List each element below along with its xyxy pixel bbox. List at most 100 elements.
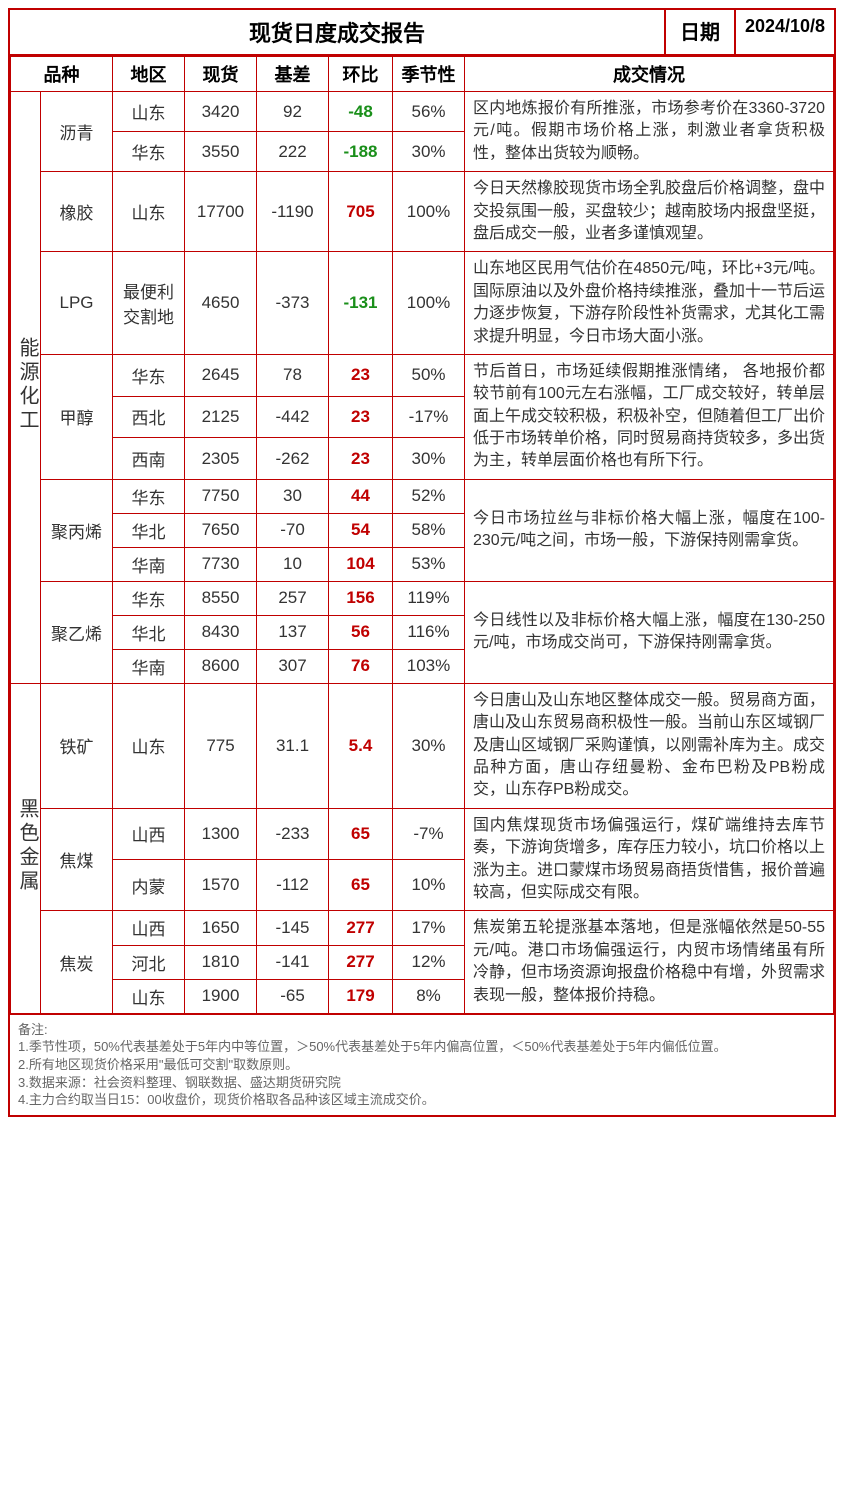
region-cell: 山东 xyxy=(113,92,185,132)
spot-cell: 1900 xyxy=(185,979,257,1013)
spot-cell: 8430 xyxy=(185,615,257,649)
basis-cell: 10 xyxy=(257,547,329,581)
product-cell: 聚乙烯 xyxy=(41,581,113,683)
spot-cell: 1650 xyxy=(185,911,257,945)
mom-cell: 156 xyxy=(329,581,393,615)
table-row: 能源化工沥青山东342092-4856%区内地炼报价有所推涨，市场参考价在336… xyxy=(11,92,834,132)
date-value: 2024/10/8 xyxy=(734,10,834,54)
spot-cell: 775 xyxy=(185,683,257,808)
region-cell: 西北 xyxy=(113,396,185,438)
spot-cell: 4650 xyxy=(185,252,257,355)
basis-cell: -1190 xyxy=(257,172,329,252)
season-cell: 58% xyxy=(393,513,465,547)
region-cell: 华南 xyxy=(113,547,185,581)
spot-cell: 7750 xyxy=(185,479,257,513)
product-cell: 橡胶 xyxy=(41,172,113,252)
region-cell: 华东 xyxy=(113,581,185,615)
header-basis: 基差 xyxy=(257,57,329,92)
season-cell: -17% xyxy=(393,396,465,438)
region-cell: 山西 xyxy=(113,911,185,945)
season-cell: 100% xyxy=(393,172,465,252)
product-cell: LPG xyxy=(41,252,113,355)
spot-cell: 8550 xyxy=(185,581,257,615)
spot-cell: 2125 xyxy=(185,396,257,438)
mom-cell: 23 xyxy=(329,354,393,396)
product-cell: 焦煤 xyxy=(41,808,113,911)
region-cell: 山东 xyxy=(113,172,185,252)
basis-cell: -233 xyxy=(257,808,329,859)
season-cell: 53% xyxy=(393,547,465,581)
situation-cell: 今日天然橡胶现货市场全乳胶盘后价格调整，盘中交投氛围一般，买盘较少；越南胶场内报… xyxy=(465,172,834,252)
region-cell: 内蒙 xyxy=(113,860,185,911)
basis-cell: -70 xyxy=(257,513,329,547)
mom-cell: 76 xyxy=(329,649,393,683)
season-cell: 30% xyxy=(393,132,465,172)
basis-cell: 307 xyxy=(257,649,329,683)
footnote-line: 3.数据来源：社会资料整理、钢联数据、盛达期货研究院 xyxy=(18,1074,826,1092)
spot-cell: 17700 xyxy=(185,172,257,252)
season-cell: 17% xyxy=(393,911,465,945)
spot-cell: 7730 xyxy=(185,547,257,581)
mom-cell: 23 xyxy=(329,396,393,438)
title-row: 现货日度成交报告 日期 2024/10/8 xyxy=(10,10,834,56)
header-row: 品种 地区 现货 基差 环比 季节性 成交情况 xyxy=(11,57,834,92)
region-cell: 华东 xyxy=(113,354,185,396)
region-cell: 华北 xyxy=(113,513,185,547)
season-cell: 100% xyxy=(393,252,465,355)
basis-cell: -442 xyxy=(257,396,329,438)
region-cell: 华东 xyxy=(113,479,185,513)
data-table: 品种 地区 现货 基差 环比 季节性 成交情况 能源化工沥青山东342092-4… xyxy=(10,56,834,1014)
table-row: 聚乙烯华东8550257156119%今日线性以及非标价格大幅上涨，幅度在130… xyxy=(11,581,834,615)
basis-cell: -145 xyxy=(257,911,329,945)
category-cell: 能源化工 xyxy=(11,92,41,684)
header-mom: 环比 xyxy=(329,57,393,92)
footnotes-title: 备注: xyxy=(18,1021,826,1039)
basis-cell: -141 xyxy=(257,945,329,979)
basis-cell: -112 xyxy=(257,860,329,911)
header-spot: 现货 xyxy=(185,57,257,92)
season-cell: 56% xyxy=(393,92,465,132)
table-row: 焦煤山西1300-23365-7%国内焦煤现货市场偏强运行，煤矿端维持去库节奏，… xyxy=(11,808,834,859)
table-row: 聚丙烯华东7750304452%今日市场拉丝与非标价格大幅上涨，幅度在100-2… xyxy=(11,479,834,513)
season-cell: 50% xyxy=(393,354,465,396)
footnote-line: 4.主力合约取当日15：00收盘价，现货价格取各品种该区域主流成交价。 xyxy=(18,1091,826,1109)
basis-cell: -373 xyxy=(257,252,329,355)
mom-cell: 65 xyxy=(329,808,393,859)
table-row: LPG最便利交割地4650-373-131100%山东地区民用气估价在4850元… xyxy=(11,252,834,355)
region-cell: 山东 xyxy=(113,979,185,1013)
region-cell: 华东 xyxy=(113,132,185,172)
basis-cell: 257 xyxy=(257,581,329,615)
basis-cell: 222 xyxy=(257,132,329,172)
basis-cell: 92 xyxy=(257,92,329,132)
season-cell: 52% xyxy=(393,479,465,513)
spot-cell: 2645 xyxy=(185,354,257,396)
situation-cell: 山东地区民用气估价在4850元/吨，环比+3元/吨。 国际原油以及外盘价格持续推… xyxy=(465,252,834,355)
region-cell: 山西 xyxy=(113,808,185,859)
season-cell: 30% xyxy=(393,683,465,808)
report-container: 现货日度成交报告 日期 2024/10/8 品种 地区 现货 基差 环比 季节性… xyxy=(8,8,836,1117)
situation-cell: 国内焦煤现货市场偏强运行，煤矿端维持去库节奏，下游询货增多，库存压力较小，坑口价… xyxy=(465,808,834,911)
season-cell: 116% xyxy=(393,615,465,649)
spot-cell: 7650 xyxy=(185,513,257,547)
mom-cell: 65 xyxy=(329,860,393,911)
header-region: 地区 xyxy=(113,57,185,92)
footnote-line: 2.所有地区现货价格采用"最低可交割"取数原则。 xyxy=(18,1056,826,1074)
spot-cell: 1300 xyxy=(185,808,257,859)
header-product: 品种 xyxy=(11,57,113,92)
report-title: 现货日度成交报告 xyxy=(10,10,664,54)
mom-cell: 705 xyxy=(329,172,393,252)
mom-cell: -48 xyxy=(329,92,393,132)
mom-cell: 44 xyxy=(329,479,393,513)
spot-cell: 3550 xyxy=(185,132,257,172)
product-cell: 沥青 xyxy=(41,92,113,172)
product-cell: 聚丙烯 xyxy=(41,479,113,581)
situation-cell: 区内地炼报价有所推涨，市场参考价在3360-3720元/吨。假期市场价格上涨，刺… xyxy=(465,92,834,172)
table-row: 黑色金属铁矿山东77531.15.430%今日唐山及山东地区整体成交一般。贸易商… xyxy=(11,683,834,808)
mom-cell: 104 xyxy=(329,547,393,581)
region-cell: 河北 xyxy=(113,945,185,979)
product-cell: 焦炭 xyxy=(41,911,113,1014)
category-cell: 黑色金属 xyxy=(11,683,41,1013)
header-season: 季节性 xyxy=(393,57,465,92)
spot-cell: 2305 xyxy=(185,438,257,480)
mom-cell: 54 xyxy=(329,513,393,547)
